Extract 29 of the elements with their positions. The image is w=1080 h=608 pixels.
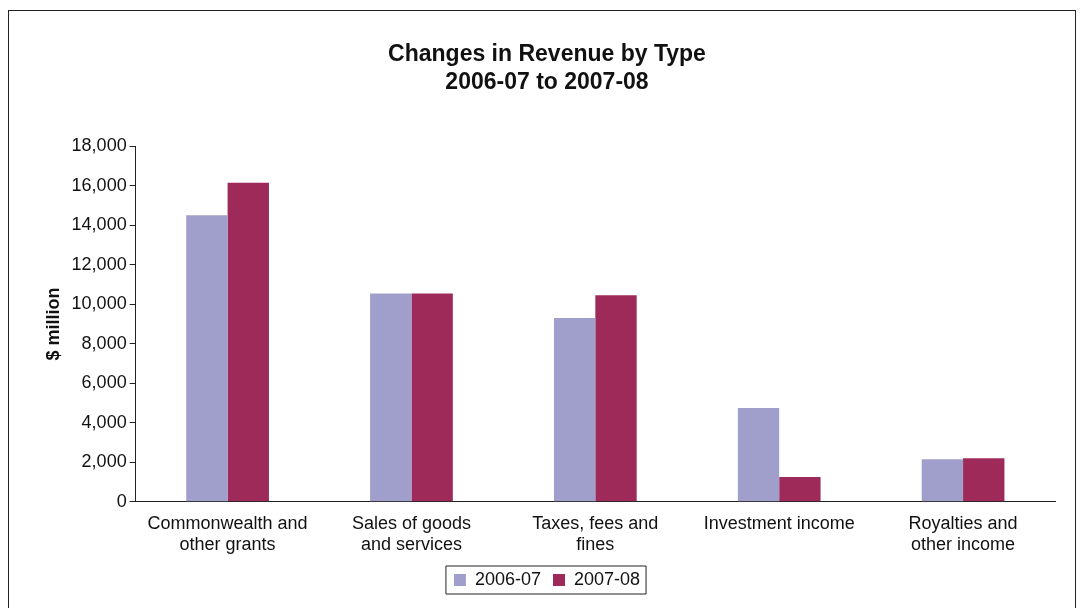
x-tick-label: Commonwealth and other grants: [147, 512, 308, 555]
y-tick-label: 8,000: [81, 332, 127, 353]
chart-title: Changes in Revenue by Type 2006-07 to 2007-08: [388, 40, 706, 94]
bar: [370, 293, 412, 502]
y-tick-label: 16,000: [71, 174, 127, 195]
y-tick-label: 0: [116, 490, 127, 511]
x-tick-label: Sales of goods and services: [351, 512, 472, 555]
bar: [411, 293, 453, 502]
y-tick-label: 6,000: [81, 372, 127, 393]
legend-label: 2006-07: [474, 568, 541, 589]
y-tick-label: 10,000: [71, 293, 127, 314]
bar: [553, 318, 596, 502]
bar: [595, 295, 637, 502]
y-tick-label: 14,000: [71, 214, 127, 235]
y-tick-label: 12,000: [71, 253, 127, 274]
x-tick-label: Royalties and other income: [908, 512, 1018, 555]
y-tick-label: 4,000: [81, 411, 127, 432]
y-tick-label: 18,000: [71, 135, 127, 156]
legend-label: 2007-08: [574, 568, 641, 589]
y-tick-label: 2,000: [81, 451, 127, 472]
bar: [921, 459, 964, 502]
y-axis-title: $ million: [42, 287, 63, 361]
bar: [186, 215, 228, 502]
x-tick-label: Taxes, fees and fines: [532, 512, 659, 555]
bar: [737, 407, 780, 502]
x-tick-label: Investment income: [703, 512, 855, 533]
bar: [779, 477, 821, 502]
bar: [227, 182, 269, 502]
bar: [963, 458, 1005, 502]
